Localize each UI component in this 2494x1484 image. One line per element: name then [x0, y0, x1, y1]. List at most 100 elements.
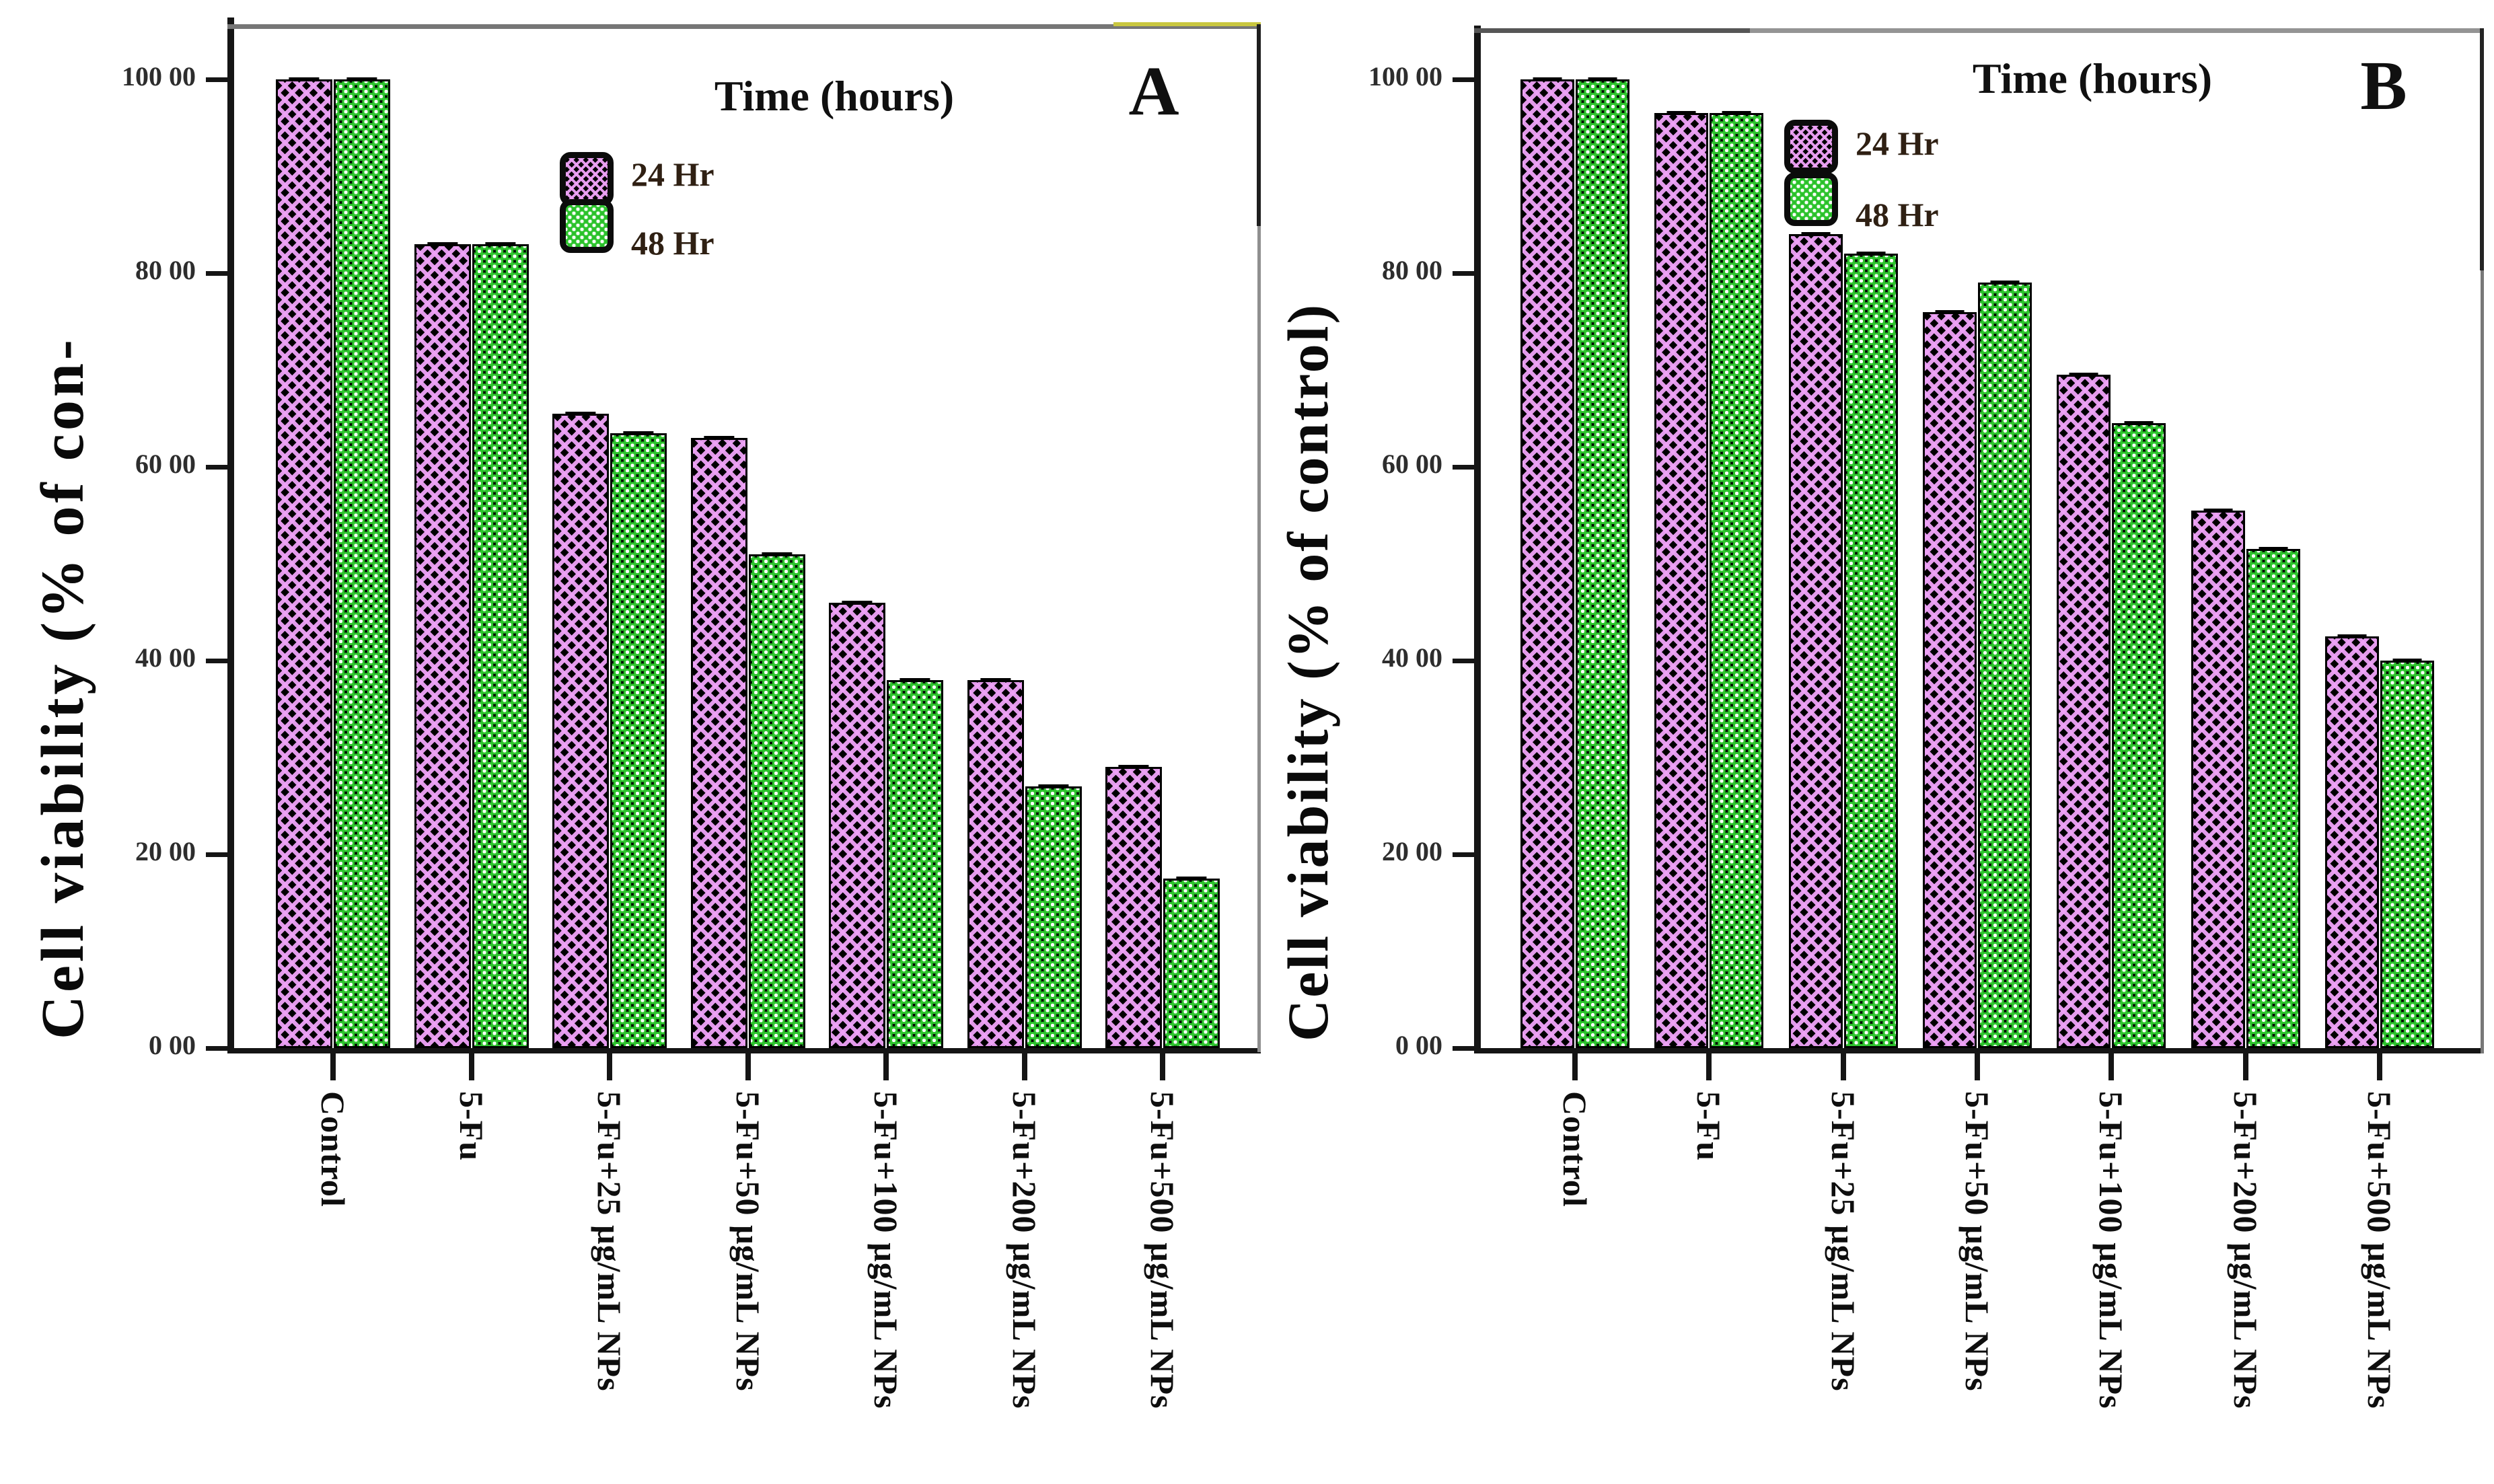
x-category-label: 5-Fu+25 µg/mL NPs	[1824, 1091, 1862, 1392]
error-bar-cap	[2124, 421, 2154, 425]
panel-b-letter: B	[2360, 47, 2407, 124]
y-tick-label: 40 00	[1382, 642, 1442, 673]
bar-24hr-5-fu	[414, 242, 471, 1048]
error-bar-cap	[1935, 309, 1965, 313]
error-bar-cap	[2337, 634, 2367, 638]
error-bar-cap	[1037, 784, 1069, 788]
bar-24hr-control	[1520, 77, 1574, 1048]
error-bar-cap	[1722, 111, 1751, 115]
panel-a-right-border-dark	[1257, 24, 1261, 226]
x-tick-mark	[1706, 1048, 1712, 1080]
error-bar-cap	[1856, 252, 1886, 256]
y-tick-mark	[1453, 659, 1475, 663]
x-tick-mark	[1572, 1048, 1578, 1080]
bar-24hr-5-fu-500-g-ml-nps	[1105, 765, 1162, 1048]
panel-b-y-axis-line	[1474, 26, 1481, 1053]
error-bar-cap	[1666, 111, 1696, 115]
bar-48hr-control	[334, 77, 390, 1048]
y-tick-mark	[206, 659, 229, 663]
bar-24hr-5-fu-25-g-ml-nps	[1788, 232, 1843, 1048]
bar-24hr-5-fu-100-g-ml-nps	[2057, 373, 2111, 1048]
bar-24hr-5-fu-100-g-ml-nps	[829, 600, 885, 1048]
bar-48hr-5-fu	[472, 242, 529, 1048]
y-tick-mark	[1453, 1046, 1475, 1051]
bar-24hr-5-fu-25-g-ml-nps	[552, 411, 609, 1048]
x-category-label: 5-Fu+25 µg/mL NPs	[591, 1091, 628, 1392]
y-tick-mark	[206, 271, 229, 276]
panel-b-top-border-gray	[1750, 28, 2484, 33]
bar-48hr-5-fu-100-g-ml-nps	[2112, 421, 2166, 1048]
bar-24hr-5-fu-500-g-ml-nps	[2325, 634, 2379, 1048]
bar-48hr-5-fu-25-g-ml-nps	[610, 431, 667, 1048]
x-category-label: 5-Fu+50 µg/mL NPs	[1958, 1091, 1996, 1392]
error-bar-cap	[2392, 659, 2422, 662]
error-bar-cap	[1801, 232, 1831, 236]
y-tick-label: 0 00	[149, 1030, 196, 1060]
y-tick-label: 100 00	[1368, 61, 1442, 91]
y-tick-label: 60 00	[135, 449, 196, 479]
x-tick-mark	[1840, 1048, 1846, 1080]
error-bar-cap	[900, 677, 930, 681]
error-bar-cap	[427, 242, 458, 246]
x-tick-mark	[468, 1048, 474, 1080]
panel-a-legend-title: Time (hours)	[714, 72, 955, 120]
legend-swatch-24hr-icon	[1784, 120, 1838, 174]
panel-a-top-accent	[1113, 22, 1261, 26]
bar-48hr-5-fu-50-g-ml-nps	[748, 552, 805, 1048]
y-tick-mark	[206, 465, 229, 470]
x-category-label: Control	[314, 1091, 352, 1208]
bar-24hr-5-fu-50-g-ml-nps	[690, 435, 747, 1048]
panel-a-y-axis-title: Cell viability (% of con-	[30, 336, 96, 1039]
bar-48hr-5-fu	[1710, 111, 1764, 1048]
bar-24hr-5-fu-200-g-ml-nps	[967, 677, 1024, 1048]
error-bar-cap	[346, 77, 377, 81]
error-bar-cap	[2069, 373, 2098, 377]
x-category-label: 5-Fu+200 µg/mL NPs	[1005, 1091, 1043, 1409]
legend-label-48hr: 48 Hr	[631, 224, 714, 262]
legend-swatch-48hr-icon	[1784, 172, 1838, 226]
error-bar-cap	[1533, 77, 1562, 81]
x-category-label: 5-Fu	[452, 1091, 490, 1161]
bar-48hr-5-fu-50-g-ml-nps	[1978, 281, 2032, 1048]
x-tick-mark	[1160, 1048, 1165, 1080]
y-tick-mark	[1453, 852, 1475, 857]
panel-b-legend-title: Time (hours)	[1972, 54, 2213, 102]
y-tick-mark	[1453, 271, 1475, 276]
y-tick-label: 80 00	[1382, 255, 1442, 285]
x-tick-mark	[2108, 1048, 2115, 1080]
x-tick-mark	[745, 1048, 751, 1080]
x-category-label: 5-Fu+100 µg/mL NPs	[867, 1091, 905, 1409]
panel-b-right-border-dark	[2480, 28, 2484, 270]
bar-48hr-5-fu-100-g-ml-nps	[887, 677, 943, 1048]
error-bar-cap	[1118, 765, 1149, 769]
bar-48hr-5-fu-500-g-ml-nps	[2380, 659, 2434, 1048]
error-bar-cap	[761, 552, 793, 556]
legend-label-48hr: 48 Hr	[1856, 196, 1939, 233]
bar-24hr-control	[276, 77, 332, 1048]
y-tick-mark	[206, 1046, 229, 1051]
error-bar-cap	[289, 77, 320, 81]
bar-48hr-5-fu-500-g-ml-nps	[1163, 877, 1220, 1048]
bar-48hr-5-fu-200-g-ml-nps	[1025, 784, 1082, 1048]
bar-24hr-5-fu-200-g-ml-nps	[2191, 508, 2245, 1048]
panel-a-x-axis-line	[227, 1048, 1261, 1053]
panel-b-right-border-gray	[2481, 270, 2484, 1053]
x-tick-mark	[2377, 1048, 2382, 1080]
bar-48hr-5-fu-200-g-ml-nps	[2246, 547, 2300, 1048]
x-tick-mark	[883, 1048, 889, 1080]
panel-a-right-border-gray	[1257, 226, 1261, 1052]
y-tick-label: 80 00	[135, 255, 196, 285]
error-bar-cap	[484, 242, 516, 246]
x-category-label: 5-Fu+50 µg/mL NPs	[729, 1091, 767, 1392]
x-tick-mark	[607, 1048, 612, 1080]
y-tick-label: 40 00	[135, 642, 196, 673]
x-tick-mark	[330, 1048, 336, 1080]
x-category-label: 5-Fu+100 µg/mL NPs	[2092, 1091, 2131, 1409]
error-bar-cap	[623, 431, 654, 435]
x-tick-mark	[1021, 1048, 1027, 1080]
y-tick-label: 100 00	[122, 61, 196, 91]
x-category-label: 5-Fu+200 µg/mL NPs	[2226, 1091, 2265, 1409]
error-bar-cap	[980, 677, 1011, 681]
error-bar-cap	[1176, 877, 1207, 880]
